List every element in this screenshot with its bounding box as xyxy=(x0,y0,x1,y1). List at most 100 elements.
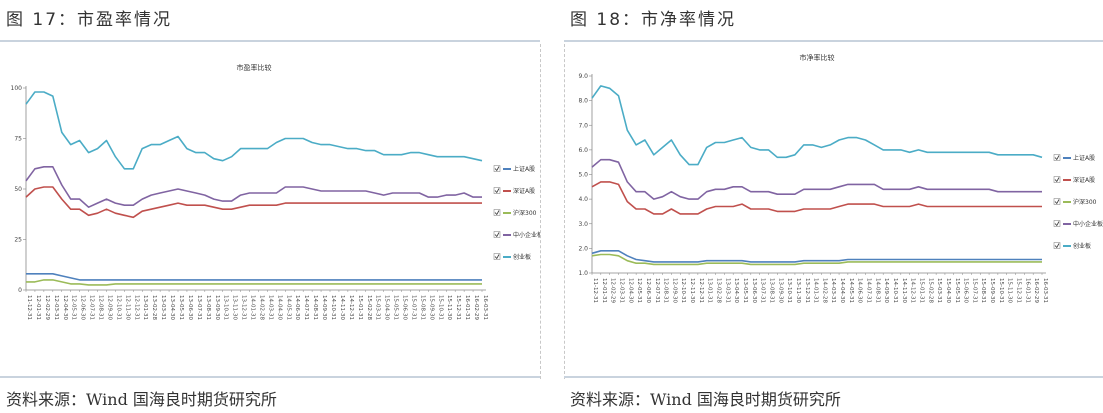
y-tick-label: 3.0 xyxy=(578,221,588,228)
chart-title: 市盈率比较 xyxy=(237,63,272,72)
x-tick-label: 12-08-31 xyxy=(663,278,669,303)
y-tick-label: 7.0 xyxy=(578,122,588,129)
x-tick-label: 15-11-30 xyxy=(1007,278,1013,303)
legend-checkbox xyxy=(1053,242,1061,249)
x-tick-label: 12-02-29 xyxy=(610,278,616,303)
figure-18-caption: 图 18：市净率情况 xyxy=(570,10,737,30)
x-tick-label: 13-05-31 xyxy=(178,295,184,320)
x-tick-label: 13-12-31 xyxy=(241,295,247,320)
x-tick-label: 16-02-29 xyxy=(1033,278,1039,303)
figure-18-source: 资料来源：Wind 国海良时期货研究所 xyxy=(570,390,841,409)
x-tick-label: 15-09-30 xyxy=(989,278,995,303)
x-tick-label: 12-12-31 xyxy=(698,278,704,303)
y-tick-label: 6.0 xyxy=(578,147,588,154)
series-line xyxy=(25,166,482,208)
x-tick-label: 14-09-30 xyxy=(321,295,327,320)
x-tick-label: 15-07-31 xyxy=(410,295,416,320)
x-tick-label: 12-04-30 xyxy=(62,295,68,320)
x-tick-label: 13-03-31 xyxy=(724,278,730,303)
x-tick-label: 14-02-28 xyxy=(258,295,264,320)
x-tick-label: 15-07-31 xyxy=(971,278,977,303)
x-tick-label: 15-08-31 xyxy=(419,295,425,320)
x-tick-label: 14-01-31 xyxy=(250,295,256,320)
y-tick-label: 1.0 xyxy=(578,270,588,277)
x-tick-label: 13-04-30 xyxy=(733,278,739,303)
y-tick-label: 9.0 xyxy=(578,73,588,80)
y-tick-label: 8.0 xyxy=(578,98,588,105)
checkmark-icon xyxy=(494,232,500,238)
checkmark-icon xyxy=(494,188,500,194)
x-tick-label: 13-10-31 xyxy=(786,278,792,303)
legend-label: 深证A股 xyxy=(513,187,535,195)
legend-checkbox xyxy=(493,253,501,260)
x-tick-label: 14-08-31 xyxy=(312,295,318,320)
x-tick-label: 13-01-31 xyxy=(707,278,713,303)
x-tick-label: 12-11-30 xyxy=(689,278,695,303)
x-tick-label: 13-06-30 xyxy=(751,278,757,303)
y-tick-label: 4.0 xyxy=(578,196,588,203)
series-line xyxy=(25,186,482,219)
x-tick-label: 14-09-30 xyxy=(883,278,889,303)
checkmark-icon xyxy=(1054,177,1060,183)
x-tick-label: 15-04-30 xyxy=(384,295,390,320)
x-tick-label: 16-03-31 xyxy=(1042,278,1048,303)
x-tick-label: 13-10-31 xyxy=(223,295,229,320)
x-tick-label: 13-08-31 xyxy=(205,295,211,320)
x-tick-label: 14-07-31 xyxy=(303,295,309,320)
bottom-rule xyxy=(0,376,540,378)
legend-label: 上证A股 xyxy=(1073,154,1095,162)
x-tick-label: 14-12-31 xyxy=(348,295,354,320)
x-tick-label: 13-02-28 xyxy=(716,278,722,303)
figure-17-source: 资料来源：Wind 国海良时期货研究所 xyxy=(6,390,277,409)
x-tick-label: 16-01-31 xyxy=(464,295,470,320)
series-line xyxy=(591,158,1042,200)
series-line xyxy=(591,250,1042,263)
x-tick-label: 14-08-31 xyxy=(874,278,880,303)
x-tick-label: 14-05-31 xyxy=(285,295,291,320)
checkmark-icon xyxy=(494,166,500,172)
x-tick-label: 11-12-31 xyxy=(26,295,32,320)
legend-checkbox xyxy=(493,209,501,216)
x-tick-label: 13-06-30 xyxy=(187,295,193,320)
legend-checkbox xyxy=(1053,176,1061,183)
x-tick-label: 13-08-31 xyxy=(768,278,774,303)
chart-title: 市净率比较 xyxy=(800,53,835,62)
x-tick-label: 12-06-30 xyxy=(80,295,86,320)
legend-label: 沪深300 xyxy=(513,209,537,217)
x-tick-label: 15-10-31 xyxy=(998,278,1004,303)
x-tick-label: 12-03-31 xyxy=(53,295,59,320)
x-tick-label: 15-05-31 xyxy=(393,295,399,320)
y-tick-label: 25 xyxy=(14,237,22,244)
panel-divider xyxy=(540,44,541,379)
x-tick-label: 12-10-31 xyxy=(680,278,686,303)
x-tick-label: 15-01-31 xyxy=(918,278,924,303)
x-tick-label: 12-01-31 xyxy=(35,295,41,320)
pb-ratio-chart: 市净率比较 1.0 2.0 3.0 4.0 5.0 6.0 7.0 8.0 9.0 11-12-31… xyxy=(578,53,1103,303)
y-tick-label: 0 xyxy=(18,287,22,294)
x-tick-label: 12-04-30 xyxy=(627,278,633,303)
x-tick-label: 13-11-30 xyxy=(232,295,238,320)
x-tick-label: 13-01-31 xyxy=(142,295,148,320)
x-tick-label: 11-12-31 xyxy=(592,278,598,303)
x-tick-label: 16-01-31 xyxy=(1024,278,1030,303)
x-tick-label: 12-12-31 xyxy=(133,295,139,320)
x-tick-label: 15-06-30 xyxy=(963,278,969,303)
y-tick-label: 2.0 xyxy=(578,245,588,252)
series-line xyxy=(26,273,482,281)
series-line xyxy=(591,85,1043,166)
legend-label: 中小企业板 xyxy=(1073,220,1103,228)
x-tick-label: 13-09-30 xyxy=(214,295,220,320)
x-tick-label: 14-04-30 xyxy=(276,295,282,320)
x-tick-label: 14-05-31 xyxy=(848,278,854,303)
x-tick-label: 15-10-31 xyxy=(437,295,443,320)
y-tick-label: 100 xyxy=(11,85,23,92)
x-tick-label: 12-05-31 xyxy=(636,278,642,303)
y-tick-label: 5.0 xyxy=(578,172,588,179)
x-tick-label: 12-11-30 xyxy=(124,295,130,320)
x-tick-label: 12-02-29 xyxy=(44,295,50,320)
checkmark-icon xyxy=(1054,155,1060,161)
checkmark-icon xyxy=(1054,243,1060,249)
x-tick-label: 13-07-31 xyxy=(196,295,202,320)
x-tick-label: 15-05-31 xyxy=(954,278,960,303)
